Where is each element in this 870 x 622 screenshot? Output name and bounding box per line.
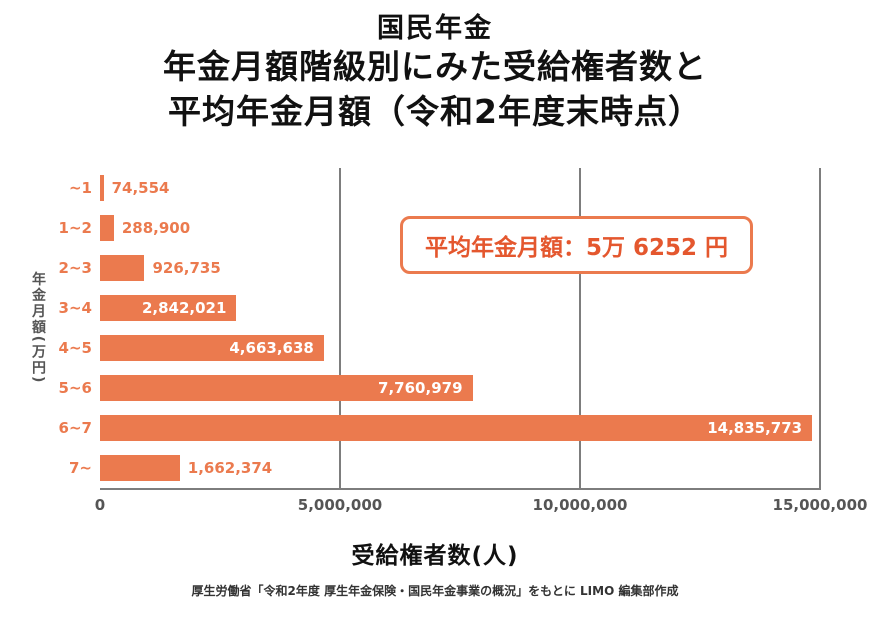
bar-value-label: 926,735 (152, 259, 221, 277)
y-axis-title: 年金月額(万円) (30, 271, 46, 385)
chart-title: 国民年金 年金月額階級別にみた受給権者数と 平均年金月額（令和2年度末時点） (0, 0, 870, 134)
bar-track: 7,760,979 (100, 368, 820, 408)
chart-title-line3: 平均年金月額（令和2年度末時点） (168, 91, 702, 131)
chart-title-line1: 国民年金 (377, 13, 493, 44)
average-pension-callout: 平均年金月額：5万 6252 円 (400, 216, 754, 274)
x-axis-ticks: 0 5,000,000 10,000,000 15,000,000 (95, 496, 868, 516)
bar-row: 3~4 2,842,021 (59, 288, 820, 328)
bar-row: 4~5 4,663,638 (59, 328, 820, 368)
category-label: 2~3 (58, 259, 92, 277)
bar (100, 375, 473, 401)
bar-value-label: 74,554 (111, 179, 170, 197)
x-axis-title: 受給権者数(人) (351, 543, 519, 569)
x-tick-label: 10,000,000 (532, 496, 628, 514)
bar-track: 288,900 (100, 208, 820, 248)
bar-value-label: 14,835,773 (707, 419, 803, 437)
bar-value-label: 7,760,979 (378, 379, 463, 397)
x-tick-label: 15,000,000 (772, 496, 868, 514)
category-label: 4~5 (58, 339, 92, 357)
bar-track: 4,663,638 (100, 328, 820, 368)
bar (100, 295, 237, 321)
category-label: 6~7 (58, 419, 92, 437)
bar-track: 2,842,021 (100, 288, 820, 328)
bar-value-label: 4,663,638 (229, 339, 314, 357)
gridline-15m (819, 168, 821, 490)
category-label: 5~6 (58, 379, 92, 397)
bar (100, 455, 180, 481)
bar-row: 1~2 288,900 (59, 208, 820, 248)
chart-title-line2: 年金月額階級別にみた受給権者数と (163, 47, 707, 86)
bar (100, 255, 145, 281)
x-tick-label: 5,000,000 (297, 496, 383, 514)
bar-track: 14,835,773 (100, 408, 820, 448)
gridline-10m (579, 168, 581, 490)
gridline-5m (339, 168, 341, 490)
source-note: 厚生労働省「令和2年度 厚生年金保険・国民年金事業の概況」をもとに LIMO 編… (191, 584, 679, 598)
category-label: 7~ (68, 459, 92, 477)
category-label: ~1 (68, 179, 92, 197)
x-tick-label: 0 (94, 496, 106, 514)
bar (100, 335, 324, 361)
bar-row: 5~6 7,760,979 (59, 368, 820, 408)
bar (100, 415, 813, 441)
bar-row: 2~3 926,735 (59, 248, 820, 288)
bar-chart: 年金月額(万円) ~1 74,554 1~2 288,900 (0, 168, 870, 490)
bar-track: 926,735 (100, 248, 820, 288)
plot-area: 年金月額(万円) ~1 74,554 1~2 288,900 (30, 168, 821, 490)
bar-track: 1,662,374 (100, 448, 820, 488)
bar-row: 6~7 14,835,773 (59, 408, 820, 448)
bar-value-label: 2,842,021 (141, 299, 227, 317)
bar-row: ~1 74,554 (69, 168, 820, 208)
bar-track: 74,554 (100, 168, 820, 208)
bar (100, 175, 104, 201)
category-label: 1~2 (58, 219, 92, 237)
category-label: 3~4 (58, 299, 92, 317)
bar-rows: ~1 74,554 1~2 288,900 2~3 (59, 168, 820, 488)
bar-row: 7~ 1,662,374 (69, 448, 820, 488)
bar-value-label: 1,662,374 (187, 459, 273, 477)
bar-value-label: 288,900 (121, 219, 191, 237)
bar (100, 215, 114, 241)
